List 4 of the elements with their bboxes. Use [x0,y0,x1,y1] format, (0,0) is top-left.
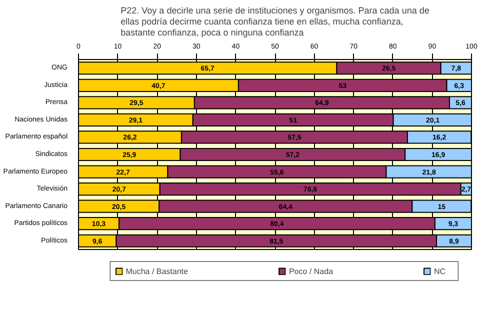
chart-title: P22. Voy a decirle una serie de instituciones y organismos. Para cada una de ellas podría decirme cuanta confianza tiene en ellas, mucha confianza, bastante confianza, poca o ninguna confianza [120,6,430,38]
legend-label: NC [434,266,447,276]
legend-label: Poco / Nada [288,266,333,276]
legend-label: Mucha / Bastante [126,266,188,276]
